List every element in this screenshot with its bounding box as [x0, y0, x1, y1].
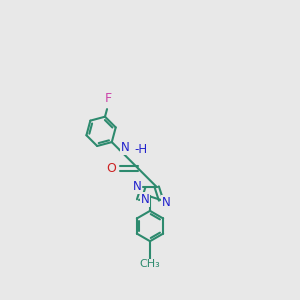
Text: N: N	[141, 193, 149, 206]
Text: N: N	[161, 196, 170, 209]
Text: N: N	[121, 141, 130, 154]
Text: CH₃: CH₃	[140, 260, 160, 269]
Text: F: F	[104, 92, 112, 105]
Text: N: N	[133, 180, 141, 193]
Text: O: O	[106, 162, 116, 175]
Text: -H: -H	[135, 143, 148, 156]
